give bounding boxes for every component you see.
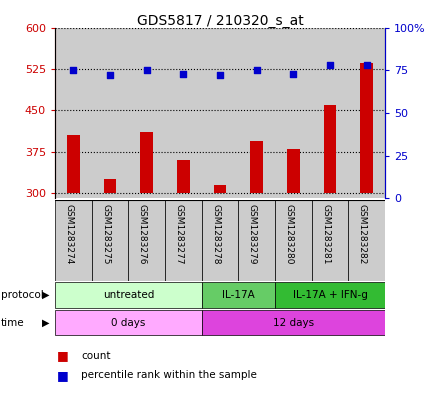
Text: GSM1283277: GSM1283277 bbox=[174, 204, 183, 265]
Bar bbox=[103, 179, 117, 193]
Bar bbox=[238, 28, 275, 198]
Point bbox=[180, 70, 187, 77]
Bar bbox=[55, 28, 92, 198]
FancyBboxPatch shape bbox=[202, 310, 385, 336]
FancyBboxPatch shape bbox=[348, 200, 385, 281]
Text: 12 days: 12 days bbox=[273, 318, 314, 328]
Bar bbox=[348, 28, 385, 198]
Text: GSM1283281: GSM1283281 bbox=[321, 204, 330, 265]
Bar bbox=[275, 28, 312, 198]
FancyBboxPatch shape bbox=[55, 200, 92, 281]
FancyBboxPatch shape bbox=[275, 282, 385, 308]
Bar bbox=[287, 149, 300, 193]
Text: GSM1283282: GSM1283282 bbox=[358, 204, 367, 265]
Text: count: count bbox=[81, 351, 111, 361]
Text: percentile rank within the sample: percentile rank within the sample bbox=[81, 370, 257, 380]
FancyBboxPatch shape bbox=[202, 282, 275, 308]
Text: GSM1283274: GSM1283274 bbox=[64, 204, 73, 265]
Bar bbox=[177, 160, 190, 193]
Point bbox=[216, 72, 224, 79]
Text: ▶: ▶ bbox=[42, 318, 50, 328]
FancyBboxPatch shape bbox=[55, 282, 202, 308]
Text: GSM1283279: GSM1283279 bbox=[248, 204, 257, 265]
FancyBboxPatch shape bbox=[275, 200, 312, 281]
Text: IL-17A + IFN-g: IL-17A + IFN-g bbox=[293, 290, 367, 300]
Text: untreated: untreated bbox=[103, 290, 154, 300]
Text: ▶: ▶ bbox=[42, 290, 50, 300]
Bar bbox=[128, 28, 165, 198]
FancyBboxPatch shape bbox=[202, 200, 238, 281]
Text: protocol: protocol bbox=[1, 290, 44, 300]
Text: ■: ■ bbox=[57, 349, 69, 362]
Text: GSM1283276: GSM1283276 bbox=[138, 204, 147, 265]
Bar bbox=[67, 135, 80, 193]
Bar bbox=[312, 28, 348, 198]
Text: time: time bbox=[1, 318, 25, 328]
Point bbox=[290, 70, 297, 77]
Text: GSM1283278: GSM1283278 bbox=[211, 204, 220, 265]
FancyBboxPatch shape bbox=[238, 200, 275, 281]
Point bbox=[143, 67, 150, 73]
Point bbox=[363, 62, 370, 68]
Bar bbox=[323, 105, 337, 193]
Point bbox=[326, 62, 334, 68]
Text: GDS5817 / 210320_s_at: GDS5817 / 210320_s_at bbox=[137, 14, 303, 28]
FancyBboxPatch shape bbox=[128, 200, 165, 281]
FancyBboxPatch shape bbox=[92, 200, 128, 281]
Text: GSM1283275: GSM1283275 bbox=[101, 204, 110, 265]
Point bbox=[106, 72, 114, 79]
Bar bbox=[92, 28, 128, 198]
Point bbox=[253, 67, 260, 73]
Bar bbox=[165, 28, 202, 198]
Text: IL-17A: IL-17A bbox=[222, 290, 255, 300]
Bar bbox=[213, 185, 227, 193]
FancyBboxPatch shape bbox=[312, 200, 348, 281]
Bar bbox=[360, 63, 373, 193]
Text: 0 days: 0 days bbox=[111, 318, 146, 328]
FancyBboxPatch shape bbox=[55, 310, 202, 336]
FancyBboxPatch shape bbox=[165, 200, 202, 281]
Bar bbox=[140, 132, 153, 193]
Point bbox=[70, 67, 77, 73]
Text: GSM1283280: GSM1283280 bbox=[284, 204, 293, 265]
Text: ■: ■ bbox=[57, 369, 69, 382]
Bar bbox=[250, 141, 263, 193]
Bar bbox=[202, 28, 238, 198]
